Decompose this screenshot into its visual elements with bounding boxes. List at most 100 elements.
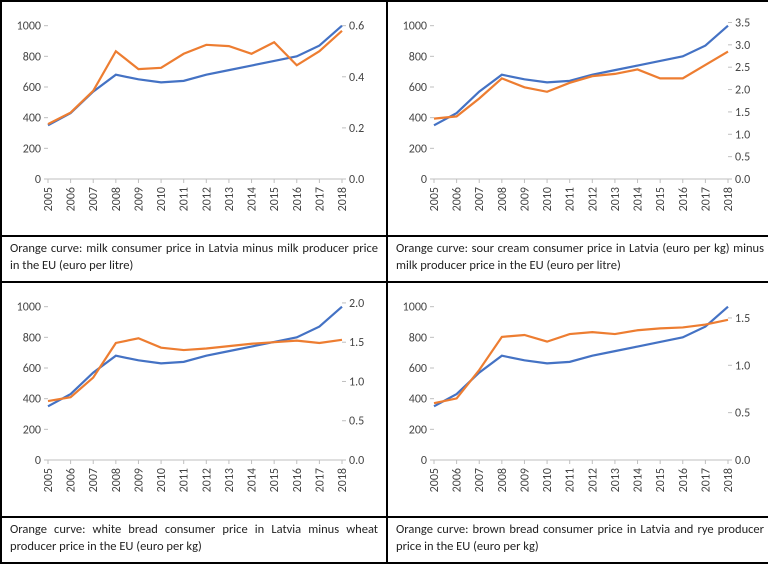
blue-series [48, 26, 342, 126]
svg-text:0.5: 0.5 [735, 151, 750, 165]
svg-text:2016: 2016 [677, 187, 691, 211]
svg-text:2007: 2007 [473, 468, 487, 492]
svg-text:200: 200 [23, 423, 41, 437]
svg-text:400: 400 [23, 112, 41, 126]
svg-text:2015: 2015 [654, 468, 668, 492]
svg-text:2017: 2017 [313, 468, 327, 492]
panel-brown-bread: 020040060080010000.00.51.01.520052006200… [387, 282, 768, 517]
svg-text:800: 800 [23, 331, 41, 345]
svg-text:200: 200 [409, 142, 427, 156]
svg-text:2009: 2009 [132, 468, 146, 492]
svg-text:800: 800 [23, 50, 41, 64]
blue-series [48, 306, 342, 406]
svg-text:800: 800 [409, 50, 427, 64]
svg-text:2012: 2012 [586, 468, 600, 492]
svg-text:2010: 2010 [155, 187, 169, 211]
svg-text:2014: 2014 [632, 187, 646, 211]
svg-text:600: 600 [23, 81, 41, 95]
svg-text:2016: 2016 [677, 468, 691, 492]
svg-text:2007: 2007 [473, 187, 487, 211]
svg-text:2005: 2005 [42, 187, 56, 211]
svg-text:2012: 2012 [200, 187, 214, 211]
svg-text:0: 0 [35, 454, 41, 468]
svg-text:2014: 2014 [632, 468, 646, 492]
svg-text:2006: 2006 [65, 187, 79, 211]
svg-text:2015: 2015 [268, 187, 282, 211]
caption-sour-cream: Orange curve: sour cream consumer price … [387, 236, 768, 282]
svg-text:1.5: 1.5 [349, 336, 364, 350]
svg-text:2016: 2016 [291, 187, 305, 211]
svg-text:2018: 2018 [722, 187, 736, 211]
svg-text:2006: 2006 [65, 468, 79, 492]
caption-brown-bread: Orange curve: brown bread consumer price… [387, 517, 768, 563]
svg-text:0.4: 0.4 [349, 71, 364, 85]
svg-text:2008: 2008 [110, 187, 124, 211]
svg-text:0.0: 0.0 [735, 454, 750, 468]
caption-milk: Orange curve: milk consumer price in Lat… [1, 236, 387, 282]
svg-text:2014: 2014 [246, 187, 260, 211]
svg-text:2.0: 2.0 [735, 84, 750, 98]
svg-text:2010: 2010 [155, 468, 169, 492]
svg-text:2005: 2005 [428, 187, 442, 211]
svg-text:1000: 1000 [403, 20, 427, 34]
blue-series [434, 306, 728, 406]
orange-series [48, 338, 342, 401]
svg-text:2012: 2012 [200, 468, 214, 492]
chart-milk: 020040060080010000.00.20.40.620052006200… [6, 10, 382, 233]
panel-sour-cream: 020040060080010000.00.51.01.52.02.53.03.… [387, 1, 768, 236]
svg-text:2005: 2005 [42, 468, 56, 492]
svg-text:0.5: 0.5 [349, 414, 364, 428]
svg-text:2013: 2013 [223, 468, 237, 492]
svg-text:0.0: 0.0 [349, 454, 364, 468]
svg-text:0: 0 [421, 454, 427, 468]
svg-text:0.0: 0.0 [735, 173, 750, 187]
svg-text:2015: 2015 [654, 187, 668, 211]
svg-text:1000: 1000 [17, 300, 41, 314]
svg-text:0.6: 0.6 [349, 20, 364, 34]
svg-text:600: 600 [23, 362, 41, 376]
svg-text:2011: 2011 [178, 468, 192, 492]
svg-text:2007: 2007 [87, 468, 101, 492]
svg-text:1000: 1000 [17, 20, 41, 34]
svg-text:2010: 2010 [541, 187, 555, 211]
svg-text:0.5: 0.5 [735, 406, 750, 420]
caption-white-bread: Orange curve: white bread consumer price… [1, 517, 387, 563]
orange-series [434, 320, 728, 403]
svg-text:2006: 2006 [451, 187, 465, 211]
svg-text:2011: 2011 [178, 187, 192, 211]
svg-text:2016: 2016 [291, 468, 305, 492]
svg-text:2013: 2013 [223, 187, 237, 211]
svg-text:2013: 2013 [609, 468, 623, 492]
svg-text:400: 400 [409, 112, 427, 126]
svg-text:2012: 2012 [586, 187, 600, 211]
svg-text:2014: 2014 [246, 468, 260, 492]
svg-text:400: 400 [23, 392, 41, 406]
svg-text:2008: 2008 [496, 187, 510, 211]
svg-text:0.2: 0.2 [349, 122, 364, 136]
svg-text:1000: 1000 [403, 300, 427, 314]
svg-text:2005: 2005 [428, 468, 442, 492]
svg-text:800: 800 [409, 331, 427, 345]
svg-text:600: 600 [409, 81, 427, 95]
blue-series [434, 26, 728, 126]
svg-text:2009: 2009 [518, 468, 532, 492]
chart-white-bread: 020040060080010000.00.51.01.52.020052006… [6, 291, 382, 514]
svg-text:200: 200 [409, 423, 427, 437]
svg-text:2.5: 2.5 [735, 61, 750, 75]
panel-milk: 020040060080010000.00.20.40.620052006200… [1, 1, 387, 236]
orange-series [434, 52, 728, 119]
panel-white-bread: 020040060080010000.00.51.01.52.020052006… [1, 282, 387, 517]
svg-text:2015: 2015 [268, 468, 282, 492]
svg-text:1.5: 1.5 [735, 106, 750, 120]
svg-text:2006: 2006 [451, 468, 465, 492]
svg-text:2018: 2018 [722, 468, 736, 492]
svg-text:200: 200 [23, 142, 41, 156]
svg-text:2018: 2018 [336, 468, 350, 492]
svg-text:0: 0 [421, 173, 427, 187]
svg-text:400: 400 [409, 392, 427, 406]
svg-text:1.0: 1.0 [735, 128, 750, 142]
svg-text:600: 600 [409, 362, 427, 376]
chart-sour-cream: 020040060080010000.00.51.01.52.02.53.03.… [392, 10, 768, 233]
svg-text:3.0: 3.0 [735, 39, 750, 53]
svg-text:2010: 2010 [541, 468, 555, 492]
